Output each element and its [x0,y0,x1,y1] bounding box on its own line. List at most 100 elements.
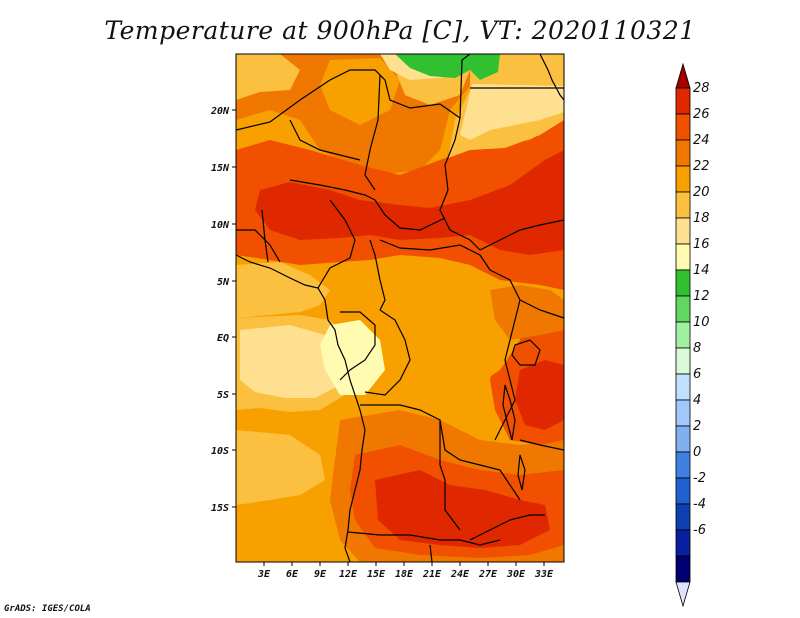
colorbar-label-4: 4 [693,393,701,408]
lon-axis: 3E 6E 9E 12E 15E 18E 21E 24E 27E 30E 33E [257,562,554,580]
border-angola-drc [360,404,461,461]
border-algeria-south [236,69,461,131]
colorbar-label-10: 10 [693,315,710,330]
colorbar-labels: 28 26 24 22 20 18 16 14 12 10 8 6 4 2 0 … [693,81,710,538]
lat-axis: 20N 15N 10N 5N EQ 5S 10S 15S [210,106,236,514]
border-congo-drc [364,309,411,396]
colorbar-swatch [675,139,691,167]
lon-label-21e: 21E [422,569,442,580]
border-namibia-angola [347,531,501,546]
field-northeast-18-20 [460,84,564,140]
lon-label-30e: 30E [506,569,526,580]
colorbar-swatch [675,243,691,271]
lon-label-24e: 24E [450,569,470,580]
colorbar-swatch [675,477,691,505]
border-mali-niger [289,119,361,161]
colorbar-label-18: 18 [693,211,710,226]
colorbar-swatch [675,217,691,245]
colorbar-label-22: 22 [693,159,710,174]
colorbar-label-16: 16 [693,237,710,252]
field-congo-basin-22-24 [385,270,520,395]
border-west-africa [236,229,281,263]
country-borders [236,54,564,562]
lat-label-5s: 5S [217,390,229,401]
colorbar-swatches [675,62,691,608]
colorbar-label-12: 12 [693,289,710,304]
field-atlantic-18-20 [240,325,345,398]
colorbar-label-neg2: -2 [693,471,706,486]
lon-label-12e: 12E [339,569,358,580]
field-southern-28-plus [375,470,550,548]
coastline [236,254,366,562]
field-northwest-cool [236,54,300,100]
colorbar-label-24: 24 [693,133,710,148]
lon-label-3e: 3E [257,569,271,580]
colorbar-swatch [675,165,691,193]
colorbar-swatch [675,529,691,557]
field-sahara-cold-14-16 [395,54,500,80]
temperature-field [236,54,564,562]
lat-label-15n: 15N [211,163,230,174]
colorbar-swatch [675,555,691,583]
border-libya-chad [459,54,471,119]
grads-credit: GrADS: IGES/COLA [4,604,91,614]
lat-label-15s: 15S [211,503,229,514]
field-south-atlantic-20-22 [236,430,325,505]
colorbar-label-26: 26 [693,107,710,122]
lake-tanganyika [502,384,516,441]
colorbar-bottom-arrow [675,581,691,608]
colorbar-swatch [675,191,691,219]
border-red-sea-coast [539,54,564,101]
colorbar-swatch [675,425,691,453]
colorbar-swatch [675,373,691,401]
lon-label-6e: 6E [286,569,299,580]
colorbar-label-neg4: -4 [693,497,706,512]
border-chad-sudan [439,117,481,251]
colorbar-swatch [675,321,691,349]
border-nigeria-north [289,179,376,201]
border-cameroon-car [369,239,386,311]
colorbar: 28 26 24 22 20 18 16 14 12 10 8 6 4 2 0 … [675,62,710,608]
colorbar-swatch [675,451,691,479]
colorbar-label-8: 8 [693,341,701,356]
colorbar-label-neg6: -6 [693,523,706,538]
colorbar-swatch [675,295,691,323]
lon-label-33e: 33E [534,569,554,580]
field-sahel-28-plus [255,150,564,255]
map-frame [235,53,565,563]
colorbar-label-20: 20 [693,185,710,200]
border-niger-chad [364,74,381,191]
lat-label-10n: 10N [211,220,230,231]
border-benin-togo [261,209,269,263]
field-sw-corner-22-24 [236,535,350,562]
lake-malawi [517,454,526,491]
field-east-africa-28-plus [515,360,564,430]
colorbar-top-arrow [675,62,691,89]
colorbar-label-6: 6 [693,367,701,382]
colorbar-swatch [675,113,691,141]
border-chad-car [374,199,446,231]
lat-label-20n: 20N [210,106,230,117]
border-tanzania-kenya [519,299,564,319]
lon-label-27e: 27E [478,569,498,580]
lake-victoria [511,339,541,366]
border-car-south [379,239,491,271]
lon-label-15e: 15E [367,569,386,580]
border-zimbabwe [469,514,545,541]
colorbar-label-28: 28 [693,81,710,96]
lon-label-9e: 9E [314,569,327,580]
border-nigeria-cameroon [317,199,356,289]
border-zambia-drc [459,459,521,501]
border-botswana [429,544,433,562]
lat-label-10s: 10S [211,446,229,457]
colorbar-swatch [675,503,691,531]
colorbar-label-2: 2 [693,419,701,434]
border-gabon-congo [339,311,376,381]
lat-label-5n: 5N [217,277,230,288]
lat-label-eq: EQ [217,333,229,344]
field-east-24-26 [490,285,564,340]
field-gulf-20-22 [236,262,330,318]
lon-label-18e: 18E [395,569,414,580]
border-sudan-ethiopia [479,219,564,251]
